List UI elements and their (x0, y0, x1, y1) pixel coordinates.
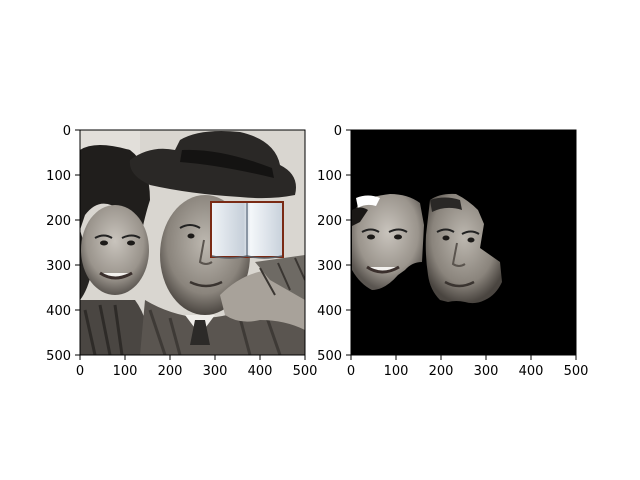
right-y-tick-label: 200 (317, 214, 342, 229)
right-y-tick-label: 300 (317, 259, 342, 274)
right-x-tick-label: 500 (564, 364, 589, 379)
left-y-tick-label: 100 (46, 169, 71, 184)
right-y-tick-label: 500 (317, 349, 342, 364)
original-photo (80, 130, 305, 355)
man-face-region (425, 193, 502, 304)
right-ticks (346, 129, 577, 360)
left-y-tick-label: 500 (46, 349, 71, 364)
left-x-tick-label: 400 (248, 364, 273, 379)
book-icon (210, 201, 284, 259)
left-x-tick-label: 200 (158, 364, 183, 379)
left-x-tick-label: 100 (113, 364, 138, 379)
right-x-tick-label: 0 (347, 364, 355, 379)
right-y-tick-label: 100 (317, 169, 342, 184)
left-x-tick-label: 0 (76, 364, 84, 379)
left-x-tick-label: 500 (293, 364, 318, 379)
right-x-tick-label: 100 (384, 364, 409, 379)
original-photo-panel: 0 100 200 300 400 500 0 100 200 300 400 … (46, 124, 317, 379)
face-mask-image (351, 130, 576, 355)
right-y-tick-label: 400 (317, 304, 342, 319)
left-y-tick-label: 200 (46, 214, 71, 229)
right-x-tick-label: 200 (429, 364, 454, 379)
left-x-tick-label: 300 (203, 364, 228, 379)
left-y-tick-label: 300 (46, 259, 71, 274)
right-y-tick-label: 0 (334, 124, 342, 139)
right-x-tick-label: 400 (519, 364, 544, 379)
left-y-tick-label: 400 (46, 304, 71, 319)
right-x-tick-label: 300 (474, 364, 499, 379)
face-mask-panel: 0 100 200 300 400 500 0 100 200 300 400 … (317, 124, 588, 379)
woman-face-region (352, 194, 424, 290)
left-y-tick-label: 0 (63, 124, 71, 139)
left-axes-frame (79, 129, 306, 356)
left-ticks (75, 129, 306, 360)
right-axes-frame (350, 129, 577, 356)
